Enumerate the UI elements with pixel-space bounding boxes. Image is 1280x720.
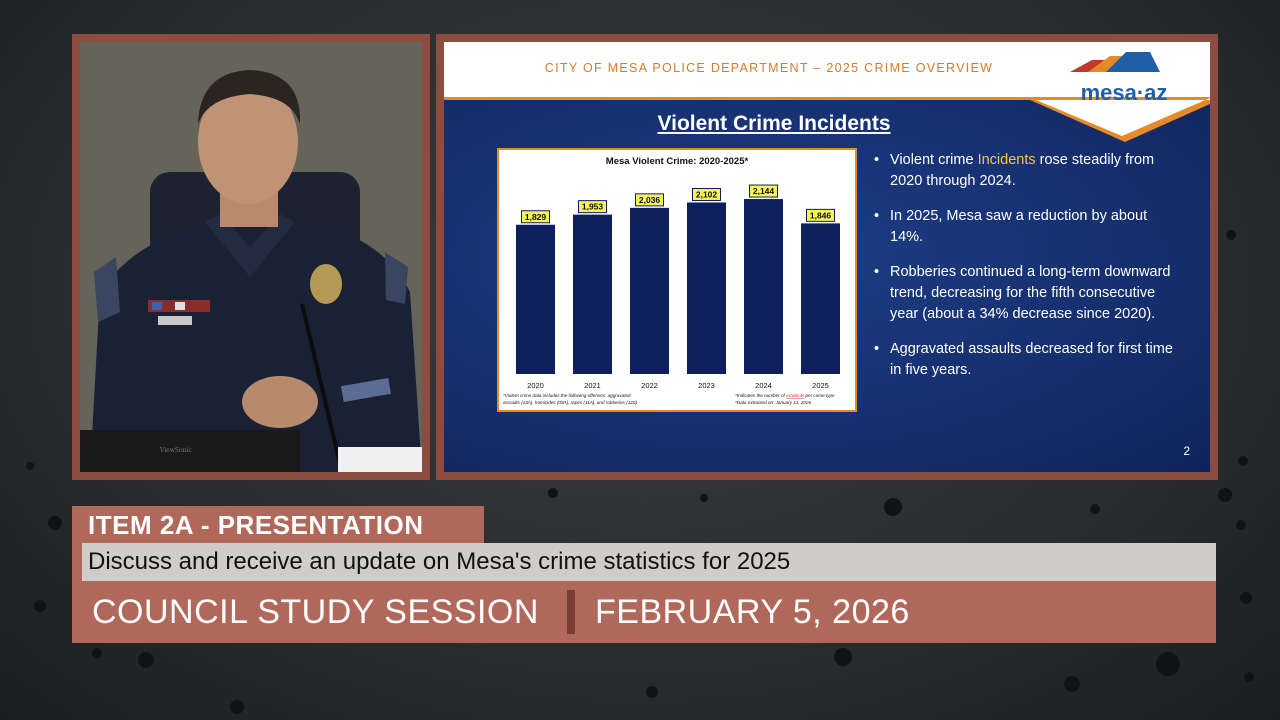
x-tick-label: 2022 [641, 381, 658, 390]
session-date: FEBRUARY 5, 2026 [595, 593, 910, 631]
logo-text: mesa·az [1080, 80, 1168, 105]
bullet-list: Violent crime Incidents rose steadily fr… [874, 150, 1174, 395]
bullet-item: Violent crime Incidents rose steadily fr… [874, 150, 1174, 192]
session-divider [567, 590, 575, 634]
chart-canvas: Mesa Violent Crime: 2020-2025* 1,829 2020… [503, 156, 840, 405]
data-label: 2,102 [696, 189, 718, 199]
data-label: 2,036 [639, 195, 661, 205]
chart-footnote-left-1: *Violent crime data includes the followi… [503, 393, 631, 398]
slide-panel: CITY OF MESA POLICE DEPARTMENT – 2025 CR… [436, 34, 1218, 480]
chart-footnote-right-2: *Data extracted on: January 13, 2026 [735, 400, 812, 405]
data-label: 1,953 [582, 202, 604, 212]
mesa-logo [1030, 52, 1210, 142]
speaker-video-feed: ViewSonic [80, 42, 422, 472]
bullet-item: Aggravated assaults decreased for first … [874, 339, 1174, 381]
monitor-brand-text: ViewSonic [159, 447, 192, 454]
item-description: Discuss and receive an update on Mesa's … [72, 543, 1216, 581]
data-label-bg [635, 193, 664, 207]
x-tick-label: 2020 [527, 381, 544, 390]
data-label-bg [578, 200, 607, 214]
data-label-bg [692, 187, 721, 201]
bullet-item: In 2025, Mesa saw a reduction by about 1… [874, 206, 1174, 248]
x-tick-label: 2021 [584, 381, 601, 390]
session-name: COUNCIL STUDY SESSION [92, 593, 539, 631]
bar-2021 [573, 214, 612, 374]
logo-stripe-blue-icon [1106, 52, 1160, 72]
chart-footnote-right-1: *Indicates the number of incidents per c… [735, 393, 835, 398]
chart-title: Mesa Violent Crime: 2020-2025* [606, 156, 749, 167]
slide-title: Violent Crime Incidents [657, 112, 891, 135]
data-label: 1,846 [810, 210, 832, 220]
video-panel: ViewSonic [72, 34, 430, 480]
bar-2025 [801, 223, 840, 374]
bar-2024 [744, 199, 783, 374]
chart-footnote-left-2: assaults (13A), homicides (09A), rapes (… [503, 400, 637, 405]
session-bar: COUNCIL STUDY SESSION FEBRUARY 5, 2026 [72, 581, 1216, 643]
presentation-slide: CITY OF MESA POLICE DEPARTMENT – 2025 CR… [444, 42, 1210, 472]
data-label-bg [521, 210, 550, 224]
bars-layer: 1,829 2020 1,953 2021 2,036 2022 2,102 2023 2,14… [516, 184, 840, 390]
x-tick-label: 2024 [755, 381, 772, 390]
slide-header-text: CITY OF MESA POLICE DEPARTMENT – 2025 CR… [544, 61, 994, 75]
x-tick-label: 2025 [812, 381, 829, 390]
bar-2020 [516, 224, 555, 374]
data-label: 2,144 [753, 186, 775, 196]
slide-page-number: 2 [1183, 444, 1190, 458]
x-tick-label: 2023 [698, 381, 715, 390]
speaker-illustration: ViewSonic [80, 42, 422, 472]
bullet-item: Robberies continued a long-term downward… [874, 262, 1174, 325]
bar-2023 [687, 202, 726, 374]
data-label-bg [749, 184, 778, 198]
item-label: ITEM 2A - PRESENTATION [72, 506, 484, 544]
bar-chart: Mesa Violent Crime: 2020-2025* 1,829 2020… [497, 148, 857, 412]
data-label: 1,829 [525, 212, 547, 222]
bar-2022 [630, 207, 669, 374]
data-label-bg [806, 208, 835, 222]
highlight-text: Incidents [977, 152, 1036, 168]
